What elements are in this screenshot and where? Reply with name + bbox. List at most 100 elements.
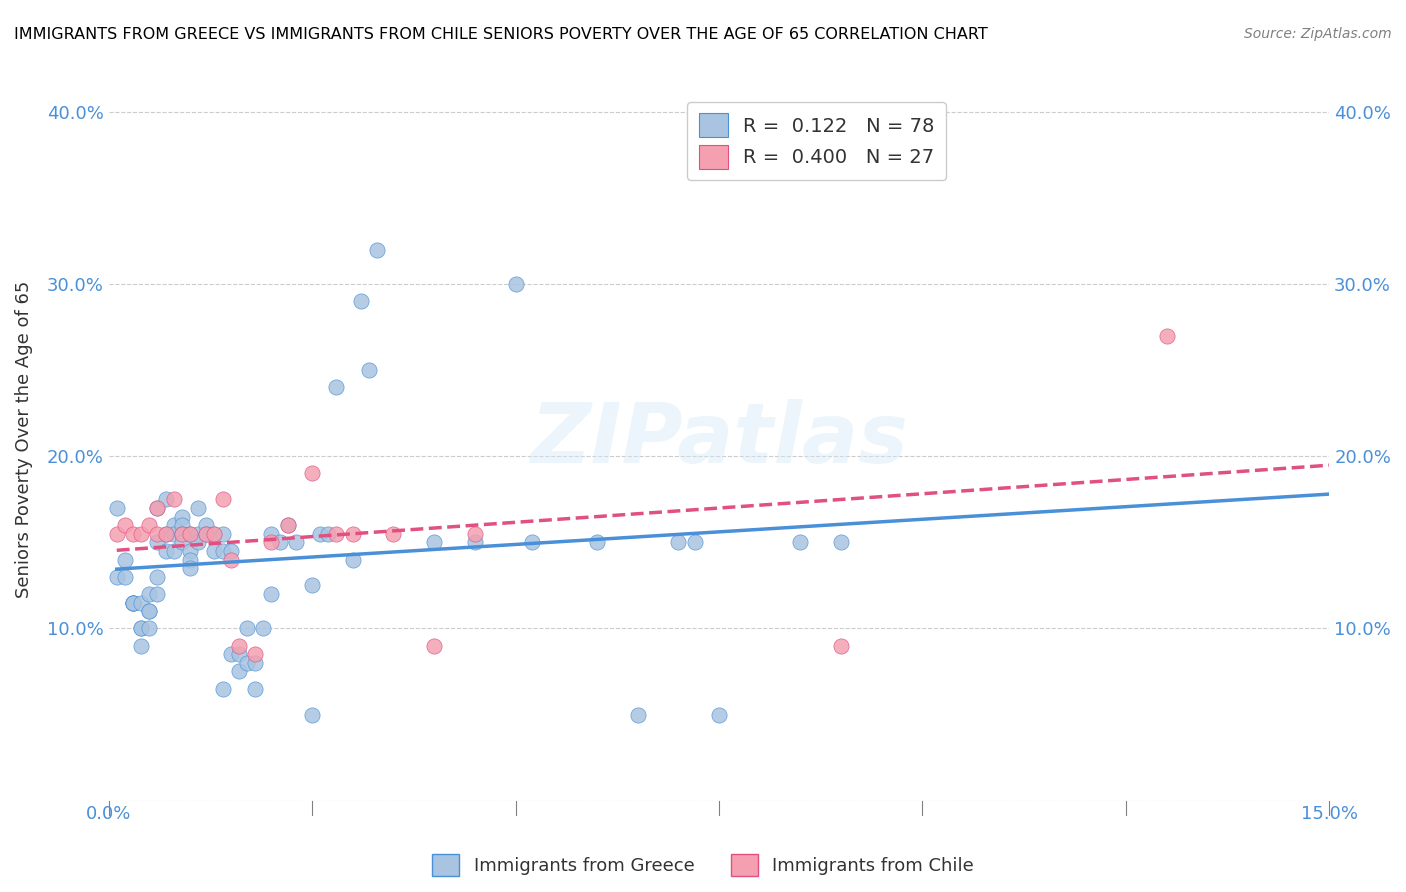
Point bbox=[202, 526, 225, 541]
Point bbox=[789, 535, 811, 549]
Point bbox=[830, 535, 852, 549]
Point bbox=[236, 622, 259, 636]
Point bbox=[122, 596, 145, 610]
Point bbox=[146, 587, 169, 601]
Point bbox=[350, 294, 373, 309]
Point bbox=[129, 639, 152, 653]
Text: IMMIGRANTS FROM GREECE VS IMMIGRANTS FROM CHILE SENIORS POVERTY OVER THE AGE OF : IMMIGRANTS FROM GREECE VS IMMIGRANTS FRO… bbox=[14, 27, 988, 42]
Point bbox=[211, 526, 233, 541]
Point bbox=[252, 622, 274, 636]
Point bbox=[146, 526, 169, 541]
Point bbox=[122, 526, 145, 541]
Point bbox=[179, 552, 201, 566]
Point bbox=[163, 544, 186, 558]
Point bbox=[236, 656, 259, 670]
Point bbox=[243, 681, 266, 696]
Point bbox=[219, 544, 242, 558]
Point bbox=[211, 544, 233, 558]
Point bbox=[464, 526, 486, 541]
Point bbox=[202, 526, 225, 541]
Point bbox=[228, 639, 250, 653]
Point bbox=[219, 647, 242, 661]
Point bbox=[170, 526, 193, 541]
Point bbox=[170, 509, 193, 524]
Point bbox=[301, 467, 323, 481]
Point bbox=[260, 526, 283, 541]
Point bbox=[138, 604, 160, 618]
Point bbox=[138, 622, 160, 636]
Point bbox=[129, 526, 152, 541]
Point bbox=[138, 604, 160, 618]
Point bbox=[342, 552, 364, 566]
Point bbox=[277, 518, 299, 533]
Point bbox=[163, 526, 186, 541]
Point bbox=[243, 647, 266, 661]
Point bbox=[423, 639, 446, 653]
Point bbox=[187, 535, 209, 549]
Point bbox=[301, 578, 323, 592]
Point bbox=[626, 707, 648, 722]
Point bbox=[325, 526, 347, 541]
Point bbox=[129, 622, 152, 636]
Point bbox=[146, 500, 169, 515]
Point bbox=[122, 596, 145, 610]
Point bbox=[163, 518, 186, 533]
Point bbox=[155, 544, 177, 558]
Point bbox=[195, 526, 218, 541]
Point bbox=[342, 526, 364, 541]
Point bbox=[155, 526, 177, 541]
Point bbox=[464, 535, 486, 549]
Point bbox=[155, 492, 177, 507]
Point bbox=[138, 518, 160, 533]
Point bbox=[301, 707, 323, 722]
Point bbox=[114, 570, 136, 584]
Point bbox=[114, 552, 136, 566]
Point bbox=[195, 526, 218, 541]
Point bbox=[170, 535, 193, 549]
Point bbox=[146, 500, 169, 515]
Point bbox=[707, 707, 730, 722]
Point bbox=[170, 518, 193, 533]
Point bbox=[105, 526, 128, 541]
Point bbox=[114, 518, 136, 533]
Point bbox=[505, 277, 527, 291]
Point bbox=[105, 570, 128, 584]
Point bbox=[202, 544, 225, 558]
Point bbox=[228, 665, 250, 679]
Point bbox=[122, 596, 145, 610]
Text: ZIPatlas: ZIPatlas bbox=[530, 399, 908, 480]
Point bbox=[170, 526, 193, 541]
Point bbox=[1156, 328, 1178, 343]
Point bbox=[129, 596, 152, 610]
Point bbox=[179, 544, 201, 558]
Point bbox=[520, 535, 543, 549]
Point bbox=[219, 552, 242, 566]
Point bbox=[423, 535, 446, 549]
Point bbox=[277, 518, 299, 533]
Point bbox=[357, 363, 380, 377]
Point bbox=[122, 596, 145, 610]
Point bbox=[211, 492, 233, 507]
Point bbox=[366, 243, 388, 257]
Legend: Immigrants from Greece, Immigrants from Chile: Immigrants from Greece, Immigrants from … bbox=[425, 847, 981, 883]
Point bbox=[666, 535, 689, 549]
Text: Source: ZipAtlas.com: Source: ZipAtlas.com bbox=[1244, 27, 1392, 41]
Point bbox=[146, 535, 169, 549]
Point bbox=[179, 561, 201, 575]
Point bbox=[269, 535, 291, 549]
Point bbox=[129, 622, 152, 636]
Point bbox=[179, 526, 201, 541]
Point bbox=[260, 587, 283, 601]
Point bbox=[163, 492, 186, 507]
Point bbox=[228, 647, 250, 661]
Point bbox=[187, 500, 209, 515]
Point bbox=[318, 526, 340, 541]
Point bbox=[105, 500, 128, 515]
Point bbox=[325, 380, 347, 394]
Y-axis label: Seniors Poverty Over the Age of 65: Seniors Poverty Over the Age of 65 bbox=[15, 280, 32, 598]
Point bbox=[309, 526, 332, 541]
Point bbox=[211, 681, 233, 696]
Point bbox=[146, 570, 169, 584]
Point bbox=[683, 535, 706, 549]
Point bbox=[284, 535, 307, 549]
